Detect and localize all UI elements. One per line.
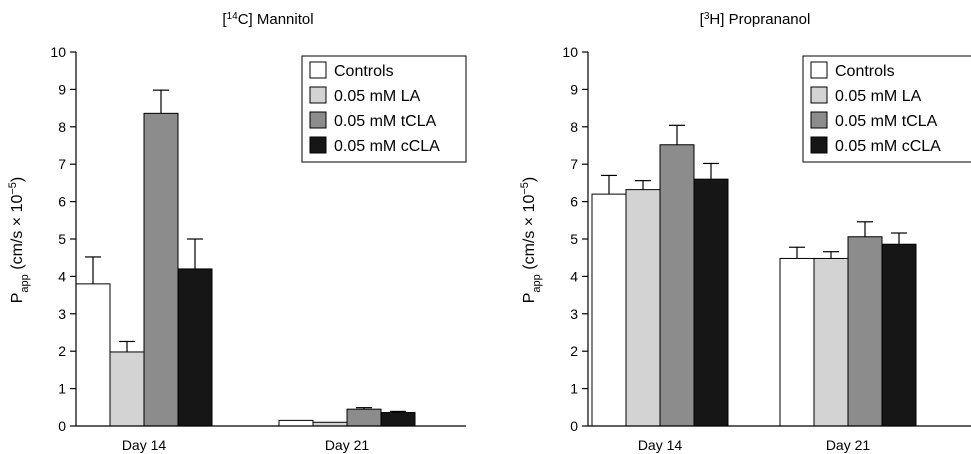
- legend-label: 0.05 mM cCLA: [835, 138, 941, 155]
- bar-controls-day-21: [779, 257, 815, 427]
- x-tick-label: Day 21: [325, 437, 370, 453]
- y-tick-label: 6: [58, 194, 66, 210]
- bar-0-05-mm-la-day-14: [109, 351, 145, 427]
- bar-0-05-mm-tcla-day-14: [143, 112, 179, 427]
- legend-label: 0.05 mM LA: [334, 88, 421, 105]
- y-tick-label: 2: [58, 343, 66, 359]
- y-tick-label: 8: [570, 119, 578, 135]
- y-tick-label: 4: [570, 268, 578, 284]
- bar-0-05-mm-tcla-day-21: [847, 236, 883, 427]
- bar-0-05-mm-la-day-21: [813, 257, 849, 427]
- y-tick-label: 10: [562, 44, 578, 60]
- legend-label: 0.05 mM tCLA: [835, 113, 938, 130]
- bars-layer: [591, 124, 917, 427]
- ticks-layer: Day 14 Day 21 0 1 2 3 4 5 6 7 8 9 10: [50, 44, 369, 453]
- bar-controls-day-21: [278, 419, 314, 427]
- y-tick-label: 4: [58, 268, 66, 284]
- ticks-layer: Day 14 Day 21 0 1 2 3 4 5 6 7 8 9 10: [562, 44, 870, 453]
- bar-0-05-mm-la-day-14: [625, 189, 661, 427]
- y-tick-label: 0: [570, 418, 578, 434]
- y-tick-label: 0: [58, 418, 66, 434]
- y-tick-label: 7: [58, 156, 66, 172]
- legend-label: 0.05 mM tCLA: [334, 113, 437, 130]
- y-tick-label: 3: [570, 306, 578, 322]
- y-tick-label: 5: [570, 231, 578, 247]
- chart-mannitol: [14C] Mannitol Papp (cm/s × 10−5) Day 14…: [7, 11, 467, 453]
- bar-0-05-mm-tcla-day-14: [659, 144, 695, 427]
- bar-0-05-mm-tcla-day-21: [346, 408, 382, 427]
- y-axis-label: Papp (cm/s × 10−5): [519, 177, 543, 303]
- legend-box: [301, 55, 467, 163]
- legend-swatch: [810, 61, 828, 79]
- chart-propranolol: [3H] Proprananol Papp (cm/s × 10−5) Day …: [519, 11, 971, 453]
- legend: Controls 0.05 mM LA 0.05 mM tCLA 0.05 mM cC…: [802, 55, 971, 163]
- legend-swatch: [309, 111, 327, 129]
- legend-swatch: [309, 86, 327, 104]
- bars-layer: [75, 89, 416, 427]
- y-tick-label: 8: [58, 119, 66, 135]
- bar-0-05-mm-ccla-day-14: [693, 178, 729, 427]
- x-tick-label: Day 14: [122, 437, 167, 453]
- y-tick-label: 3: [58, 306, 66, 322]
- y-tick-label: 9: [58, 81, 66, 97]
- y-tick-label: 9: [570, 81, 578, 97]
- bar-controls-day-14: [591, 193, 627, 427]
- y-tick-label: 2: [570, 343, 578, 359]
- y-tick-label: 6: [570, 194, 578, 210]
- legend: Controls 0.05 mM LA 0.05 mM tCLA 0.05 mM cC…: [301, 55, 467, 163]
- y-tick-label: 1: [570, 381, 578, 397]
- axes-layer: [75, 52, 466, 427]
- legend-swatch: [309, 61, 327, 79]
- y-axis-label: Papp (cm/s × 10−5): [7, 177, 31, 303]
- legend-label: Controls: [334, 63, 394, 80]
- bar-0-05-mm-ccla-day-21: [881, 243, 917, 427]
- legend-swatch: [810, 136, 828, 154]
- x-tick-label: Day 21: [826, 437, 871, 453]
- bar-0-05-mm-ccla-day-14: [177, 268, 213, 427]
- legend-label: 0.05 mM cCLA: [334, 138, 440, 155]
- chart-title: [3H] Proprananol: [700, 11, 811, 29]
- axes-layer: [587, 52, 971, 427]
- y-tick-label: 5: [58, 231, 66, 247]
- y-tick-label: 7: [570, 156, 578, 172]
- legend-swatch: [309, 136, 327, 154]
- bar-0-05-mm-ccla-day-21: [380, 412, 416, 427]
- legend-swatch: [810, 111, 828, 129]
- y-tick-label: 10: [50, 44, 66, 60]
- legend-label: Controls: [835, 63, 895, 80]
- legend-swatch: [810, 86, 828, 104]
- chart-title: [14C] Mannitol: [222, 11, 313, 29]
- legend-box: [802, 55, 971, 163]
- x-tick-label: Day 14: [638, 437, 683, 453]
- y-tick-label: 1: [58, 381, 66, 397]
- legend-label: 0.05 mM LA: [835, 88, 922, 105]
- bar-controls-day-14: [75, 283, 111, 427]
